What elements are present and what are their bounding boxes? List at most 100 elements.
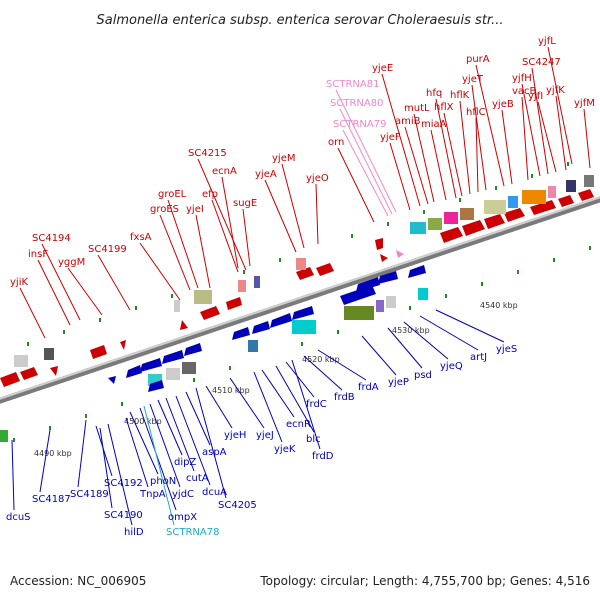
leader-line [19,287,46,339]
leader-line [99,427,113,509]
leader-line [303,355,343,391]
leader-line [521,83,541,177]
leader-line [39,429,51,493]
gene-label: yjeJ [256,430,274,441]
leader-line [404,126,429,205]
gene-label: SC4192 [104,478,143,489]
leader-line [139,242,181,301]
gene-label: orn [328,137,344,148]
gene-label: efp [202,189,218,200]
leader-line [221,176,239,269]
leader-line [11,439,15,511]
gene-label: frdD [312,451,334,462]
gene-label: SCTRNA79 [333,119,386,130]
leader-line [95,425,113,477]
tick-label: 4490 kbp [34,449,72,458]
gene-label: frdA [358,382,379,393]
gene-label: mutL [404,103,430,114]
leader-line [531,67,549,175]
feature-blocks [0,175,594,442]
gene-label: dipZ [174,457,196,468]
leader-lines-bottom [11,309,505,526]
gene-label: artJ [470,352,487,363]
gene-label: yjeM [272,153,295,164]
gene-label: hflC [466,107,486,118]
gene-label: yjeQ [440,361,463,372]
leader-line [129,411,159,475]
gene-label: SC4190 [104,510,143,521]
tick-label: 4540 kbp [480,301,518,310]
leader-line [475,64,505,187]
leader-line [291,359,321,450]
summary-text: Topology: circular; Length: 4,755,700 bp… [259,574,590,588]
gene-label: yjiK [10,277,28,288]
leader-line [229,377,265,429]
gene-label: SC4199 [88,244,127,255]
leader-line [149,403,181,488]
leader-line [335,89,397,213]
leader-line [205,385,233,429]
tick-label: 4530 kbp [392,326,430,335]
leader-line [419,315,479,351]
gene-label: groEL [158,189,187,200]
gene-label: groES [150,204,179,215]
leader-line [337,147,375,223]
gene-label: yjdC [172,489,194,500]
leader-line [107,423,133,526]
gene-label: yjeH [224,430,246,441]
leader-line [139,407,177,511]
leader-line [537,101,557,173]
leader-line [547,46,573,165]
gene-label: yjeF [380,132,401,143]
gene-label: yjeK [274,444,296,455]
leader-line [501,109,513,185]
leader-line [435,309,505,343]
tick-label: 4500 kbp [124,417,162,426]
leader-line [77,419,87,488]
leader-line [387,327,423,369]
leader-line [430,129,447,201]
gene-label: yjeA [255,169,277,180]
leader-line [175,395,211,486]
leader-line [97,254,131,311]
leader-line [41,243,81,321]
leader-line [381,73,421,207]
scale-ticks: 4490 kbp 4500 kbp 4510 kbp 4520 kbp 4530… [34,301,518,458]
gene-label: purA [466,54,490,65]
tick-label: 4510 kbp [212,386,250,395]
leader-line [521,96,529,181]
leader-line [195,214,211,289]
gene-label: psd [414,370,432,381]
leader-line [242,208,251,267]
gene-label: yjeI [186,204,204,215]
gene-label: blc [306,434,321,445]
gene-label: fxsA [130,232,152,243]
leader-line [159,214,191,291]
gene-label: cutA [186,473,209,484]
gene-label: SCTRNA80 [330,98,383,109]
gene-label: SC4194 [32,233,71,244]
leader-line [459,100,471,195]
leader-line [443,112,463,197]
leader-line [195,387,227,499]
leader-line [157,399,183,456]
leader-line [143,405,175,526]
gene-label: SC4189 [70,489,109,500]
leader-lines-top [19,46,591,339]
gene-label: yjeP [388,377,409,388]
leader-line [211,199,239,273]
leader-line [583,108,591,169]
gene-label: dcuA [202,487,227,498]
gene-label: sugE [233,198,257,209]
leader-line [342,129,389,217]
gene-label: yjfI [528,91,543,102]
gene-label: yjfM [574,98,595,109]
backbone [0,196,600,404]
accession-text: Accession: NC_006905 [10,574,146,588]
gene-label: amiB [395,116,421,127]
gene-label: yjfL [538,36,556,47]
